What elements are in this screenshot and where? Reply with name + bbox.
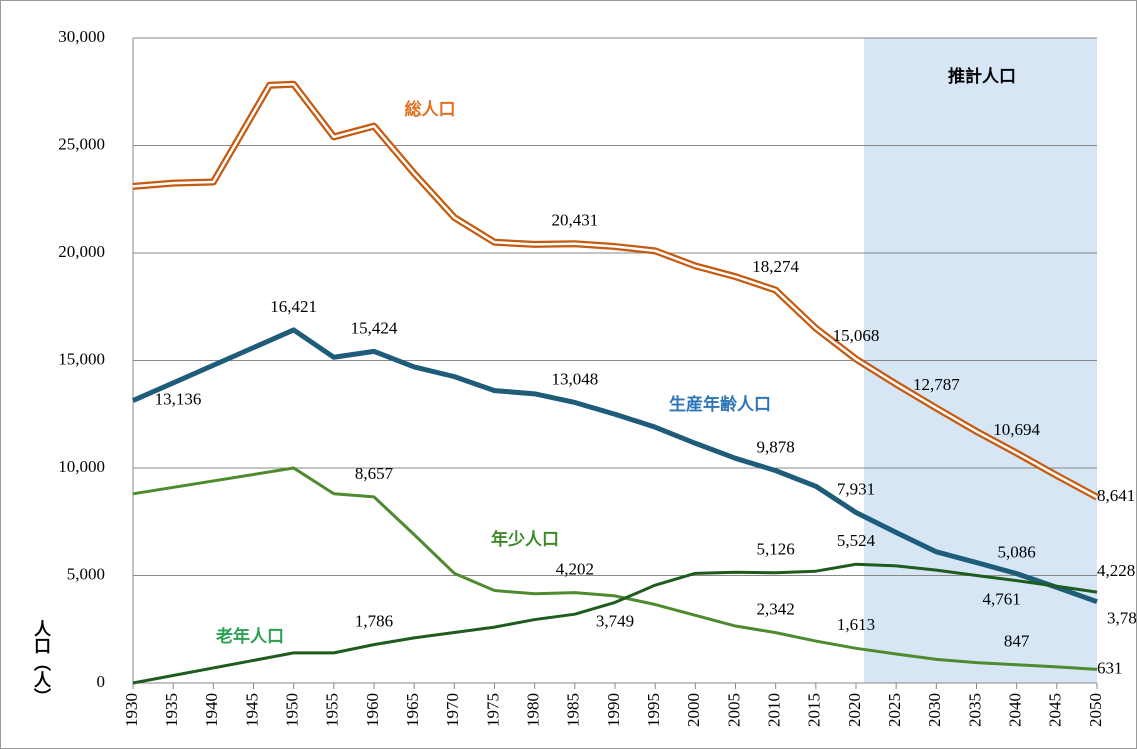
data-label: 10,694 <box>993 420 1040 439</box>
x-tick-label: 1970 <box>443 693 462 727</box>
y-tick-label: 10,000 <box>58 457 105 476</box>
x-tick-label: 2020 <box>845 693 864 727</box>
data-label: 2,342 <box>757 600 795 619</box>
data-label: 1,786 <box>355 612 393 631</box>
data-label: 4,228 <box>1097 561 1135 580</box>
data-label: 5,126 <box>757 540 795 559</box>
y-tick-label: 25,000 <box>58 134 105 153</box>
data-label: 4,761 <box>983 590 1021 609</box>
x-tick-label: 2045 <box>1046 693 1065 727</box>
x-tick-label: 1955 <box>323 693 342 727</box>
data-label: 1,613 <box>837 615 875 634</box>
x-tick-label: 1940 <box>202 693 221 727</box>
x-tick-label: 1965 <box>403 693 422 727</box>
y-tick-label: 20,000 <box>58 242 105 261</box>
data-label: 8,657 <box>355 464 394 483</box>
x-tick-label: 1990 <box>604 693 623 727</box>
series-name: 年少人口 <box>491 529 559 550</box>
y-tick-label: 15,000 <box>58 349 105 368</box>
x-tick-label: 1980 <box>524 693 543 727</box>
series-name: 老年人口 <box>215 626 284 647</box>
x-tick-label: 2035 <box>965 693 984 727</box>
data-label: 7,931 <box>837 479 875 498</box>
x-tick-label: 1945 <box>242 693 261 727</box>
data-label: 15,068 <box>833 326 880 345</box>
x-tick-label: 2015 <box>805 693 824 727</box>
data-label: 18,274 <box>752 257 799 276</box>
x-tick-label: 1985 <box>564 693 583 727</box>
data-label: 20,431 <box>551 211 598 230</box>
data-label: 3,749 <box>596 611 634 630</box>
y-tick-label: 30,000 <box>58 27 105 46</box>
y-axis-title: 人口（人） <box>30 620 51 705</box>
x-tick-label: 2025 <box>885 693 904 727</box>
x-tick-label: 1960 <box>363 693 382 727</box>
series-name: 生産年齢人口 <box>669 394 771 415</box>
data-label: 847 <box>1004 632 1030 651</box>
x-tick-label: 2040 <box>1006 693 1025 727</box>
data-label: 13,048 <box>551 369 598 388</box>
data-label: 16,421 <box>270 297 317 316</box>
data-label: 4,202 <box>556 560 594 579</box>
data-label: 9,878 <box>757 438 795 457</box>
x-tick-label: 2000 <box>684 693 703 727</box>
series-name: 総人口 <box>405 99 456 120</box>
x-tick-label: 2005 <box>724 693 743 727</box>
data-label: 15,424 <box>351 318 398 337</box>
x-tick-label: 1935 <box>162 693 181 727</box>
grid-layer <box>132 37 1098 689</box>
x-tick-label: 1995 <box>644 693 663 727</box>
y-tick-label: 5,000 <box>67 564 105 583</box>
data-label: 3,782 <box>1107 609 1137 628</box>
series-line <box>131 327 1098 605</box>
series-line <box>132 562 1098 685</box>
line-layer <box>131 80 1099 685</box>
x-tick-label: 1930 <box>122 693 141 727</box>
x-tick-label: 2010 <box>765 693 784 727</box>
band-label: 推計人口 <box>948 66 1016 87</box>
x-tick-label: 1975 <box>483 693 502 727</box>
series-line-inner <box>132 82 1098 499</box>
data-label: 5,086 <box>998 543 1036 562</box>
y-tick-label: 0 <box>97 672 106 691</box>
x-tick-label: 1950 <box>283 693 302 727</box>
series-line <box>132 466 1098 671</box>
data-label: 12,787 <box>913 375 960 394</box>
data-label: 13,136 <box>155 389 202 408</box>
data-label: 5,524 <box>837 531 876 550</box>
x-tick-label: 2030 <box>925 693 944 727</box>
data-label: 8,641 <box>1097 486 1135 505</box>
label-layer: 推計人口 0 5,000 10,000 15,000 20,000 25,000 30,000… <box>30 27 1137 727</box>
x-tick-label: 2050 <box>1086 693 1105 727</box>
data-label: 631 <box>1097 658 1123 677</box>
